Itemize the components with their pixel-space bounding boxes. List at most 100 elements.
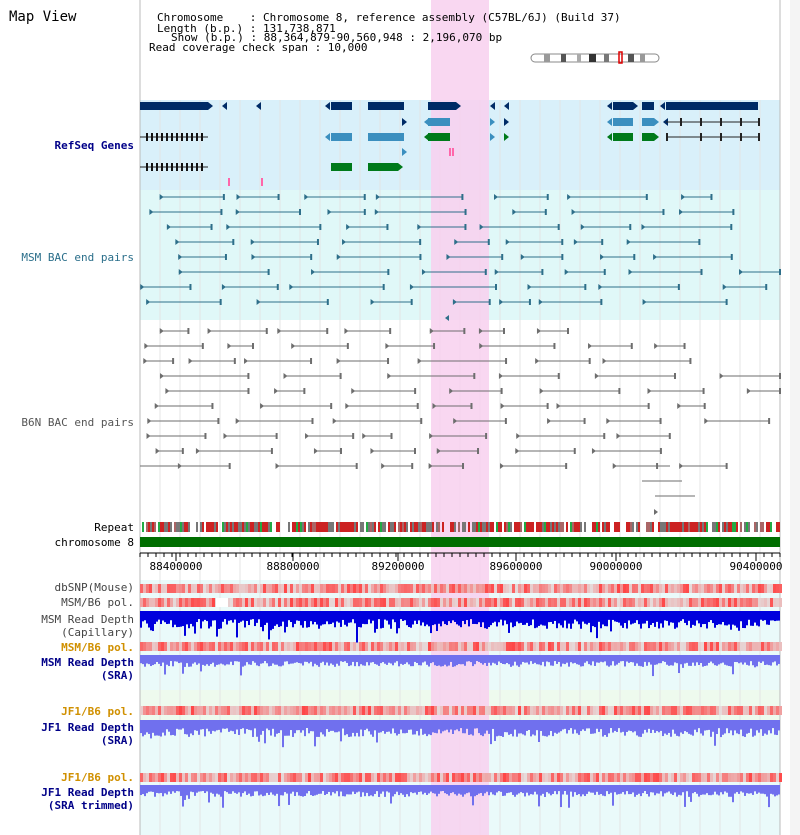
jf1-depth-trim-bar bbox=[594, 785, 596, 795]
gene-block bbox=[140, 102, 208, 110]
msm-b6-pol-sra-strip bbox=[200, 642, 203, 651]
repeat-element bbox=[264, 522, 266, 532]
dbsnp-strip bbox=[770, 584, 773, 593]
msm-b6-pol-strip bbox=[509, 598, 512, 607]
dbsnp-strip bbox=[515, 584, 518, 593]
msm-bac-pair-end bbox=[461, 194, 464, 200]
repeat-element bbox=[160, 522, 162, 532]
jf1-depth-sra-bar bbox=[746, 720, 748, 734]
msm-b6-pol-sra-strip bbox=[431, 642, 434, 651]
dbsnp-strip bbox=[731, 584, 734, 593]
msm-depth-capillary-bar bbox=[456, 611, 458, 625]
msm-depth-sra-bar bbox=[466, 655, 468, 662]
jf1-depth-trim-bar bbox=[704, 785, 706, 795]
msm-b6-pol-strip bbox=[179, 598, 182, 607]
jf1-depth-sra-bar bbox=[768, 720, 770, 731]
msm-b6-pol-sra-strip bbox=[251, 642, 254, 651]
repeat-element bbox=[398, 522, 400, 532]
dbsnp-strip bbox=[683, 584, 686, 593]
jf1-b6-pol-strip bbox=[188, 706, 191, 715]
msm-b6-pol-strip bbox=[428, 598, 431, 607]
msm-b6-pol-strip bbox=[734, 598, 737, 607]
repeat-element bbox=[326, 522, 328, 532]
msm-depth-sra-bar bbox=[210, 655, 212, 665]
jf1-depth-sra-label[interactable]: JF1 Read Depth bbox=[41, 721, 134, 734]
jf1-depth-sra-bar bbox=[218, 720, 220, 730]
msm-b6-pol-strip bbox=[632, 598, 635, 607]
msm-b6-pol-label[interactable]: MSM/B6 pol. bbox=[61, 596, 134, 609]
jf1-depth-trim-bar bbox=[672, 785, 674, 796]
jf1-b6-pol-trim-strip bbox=[386, 773, 389, 782]
b6n-bac-pair-end bbox=[411, 463, 414, 469]
b6n-bac-track-label[interactable]: B6N BAC end pairs bbox=[21, 416, 134, 429]
jf1-depth-sra-bar bbox=[692, 720, 694, 736]
chromosome-track-label[interactable]: chromosome 8 bbox=[55, 536, 134, 549]
msm-b6-pol-sra-strip bbox=[749, 642, 752, 651]
msm-depth-capillary-bar bbox=[160, 611, 162, 625]
jf1-depth-trim-label[interactable]: JF1 Read Depth bbox=[41, 786, 134, 799]
jf1-b6-pol-strip bbox=[524, 706, 527, 715]
refseq-track-label[interactable]: RefSeq Genes bbox=[55, 139, 134, 152]
b6n-bac-pair-end bbox=[346, 343, 349, 349]
msm-depth-capillary-bar bbox=[542, 611, 544, 626]
gene-arrow bbox=[325, 102, 330, 110]
jf1-depth-sra-bar bbox=[648, 720, 650, 729]
jf1-b6-pol-trim-strip bbox=[698, 773, 701, 782]
msm-depth-capillary-bar bbox=[234, 611, 236, 620]
repeat-element bbox=[342, 522, 344, 532]
msm-depth-sra-bar bbox=[454, 655, 456, 667]
msm-b6-pol-sra-strip bbox=[320, 642, 323, 651]
msm-b6-pol-strip bbox=[209, 598, 212, 607]
msm-depth-sra-label[interactable]: MSM Read Depth bbox=[41, 656, 134, 669]
jf1-b6-pol-label[interactable]: JF1/B6 pol. bbox=[61, 705, 134, 718]
jf1-b6-pol-trim-strip bbox=[737, 773, 740, 782]
dbsnp-strip bbox=[395, 584, 398, 593]
jf1-depth-trim-bar bbox=[714, 785, 716, 792]
dbsnp-track-label[interactable]: dbSNP(Mouse) bbox=[55, 581, 134, 594]
repeat-element bbox=[454, 522, 456, 532]
msm-depth-sra-bar bbox=[346, 655, 348, 663]
jf1-depth-sra-bar bbox=[398, 720, 400, 734]
msm-depth-sra-bar bbox=[188, 655, 190, 667]
msm-depth-capillary-bar bbox=[726, 611, 728, 626]
repeat-element bbox=[544, 522, 546, 532]
msm-depth-capillary-bar bbox=[186, 611, 188, 625]
jf1-depth-trim-sublabel: (SRA trimmed) bbox=[48, 799, 134, 812]
repeat-element bbox=[668, 522, 670, 532]
repeat-track-label[interactable]: Repeat bbox=[94, 521, 134, 534]
jf1-depth-trim-bar bbox=[444, 785, 446, 794]
b6n-bac-pair-end bbox=[147, 418, 152, 424]
repeat-element bbox=[378, 522, 380, 532]
jf1-depth-sra-bar bbox=[250, 720, 252, 731]
pol-gap bbox=[216, 598, 228, 607]
jf1-b6-pol-trim-strip bbox=[293, 773, 296, 782]
repeat-element bbox=[678, 522, 680, 532]
gene-arrow bbox=[663, 118, 668, 126]
jf1-depth-sra-bar bbox=[574, 720, 576, 730]
msm-depth-capillary-bar bbox=[324, 611, 326, 625]
jf1-b6-pol-trim-label[interactable]: JF1/B6 pol. bbox=[61, 771, 134, 784]
msm-depth-capillary-bar bbox=[676, 611, 678, 628]
msm-depth-capillary-bar bbox=[718, 611, 720, 625]
jf1-b6-pol-trim-strip bbox=[581, 773, 584, 782]
dbsnp-strip bbox=[602, 584, 605, 593]
msm-b6-pol-sra-strip bbox=[617, 642, 620, 651]
msm-b6-pol-strip bbox=[707, 598, 710, 607]
jf1-depth-trim-bar bbox=[384, 785, 386, 797]
msm-depth-capillary-label[interactable]: MSM Read Depth bbox=[41, 613, 134, 626]
msm-depth-sra-bar bbox=[262, 655, 264, 664]
msm-depth-sra-bar bbox=[644, 655, 646, 662]
msm-bac-track-label[interactable]: MSM BAC end pairs bbox=[21, 251, 134, 264]
msm-b6-pol-sra-label[interactable]: MSM/B6 pol. bbox=[61, 641, 134, 654]
gene-arrow bbox=[490, 118, 495, 126]
b6n-bac-pair-end bbox=[275, 433, 278, 439]
repeat-element bbox=[206, 522, 208, 532]
jf1-depth-sra-bar bbox=[660, 720, 662, 731]
jf1-depth-trim-bar bbox=[218, 785, 220, 795]
b6n-bac-pair-end bbox=[477, 448, 480, 454]
jf1-depth-sra-bar bbox=[288, 720, 290, 736]
msm-depth-capillary-bar bbox=[418, 611, 420, 621]
msm-depth-sra-bar bbox=[444, 655, 446, 665]
jf1-depth-trim-bar bbox=[214, 785, 216, 797]
